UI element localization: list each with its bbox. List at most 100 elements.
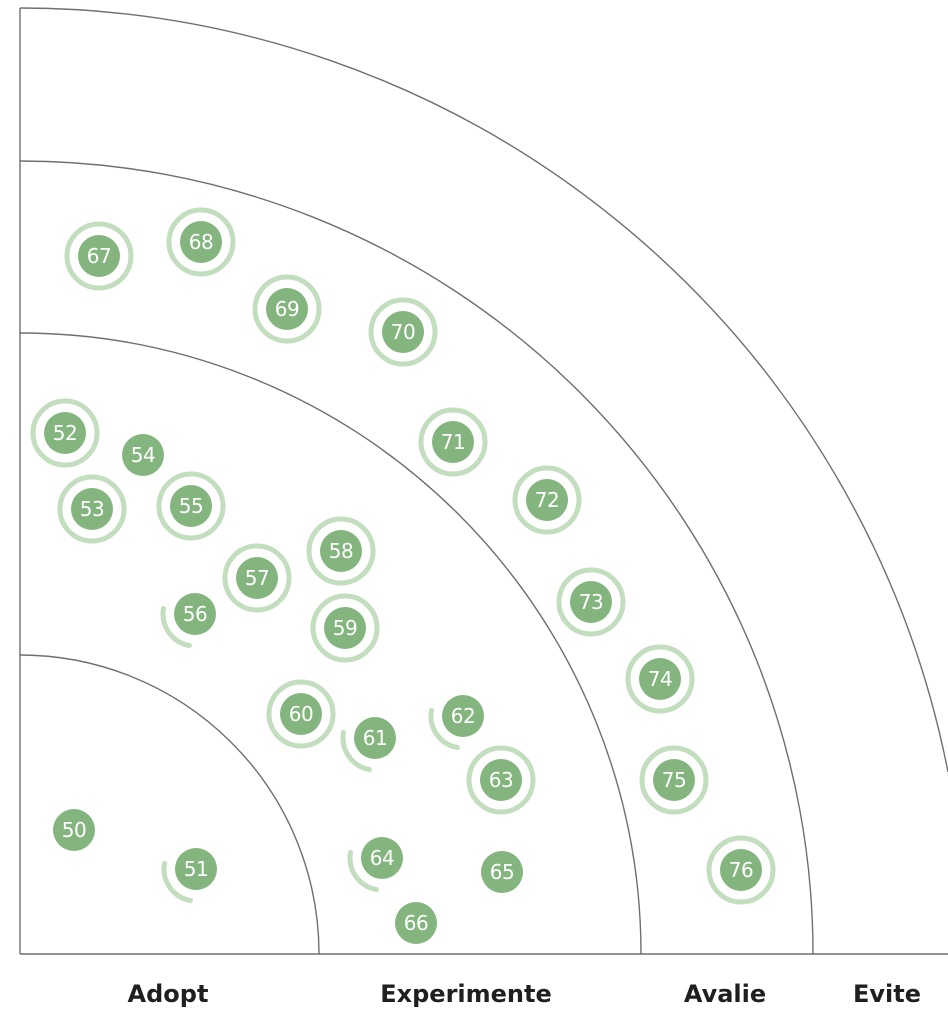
blip-dot — [442, 695, 484, 737]
blip-73[interactable]: 73 — [556, 567, 626, 637]
blip-dot — [354, 717, 396, 759]
blip-dot — [175, 848, 217, 890]
blip-halo-ring — [30, 398, 100, 468]
blip-number: 76 — [729, 858, 753, 882]
blip-number: 62 — [451, 704, 475, 728]
blip-67[interactable]: 67 — [64, 221, 134, 291]
blip-number: 63 — [489, 768, 513, 792]
blip-dot — [180, 221, 222, 263]
blip-52[interactable]: 52 — [30, 398, 100, 468]
blip-number: 65 — [490, 860, 514, 884]
blip-57[interactable]: 57 — [222, 543, 292, 613]
blip-number: 58 — [329, 539, 353, 563]
blip-halo-ring — [252, 274, 322, 344]
blip-halo-ring — [706, 835, 776, 905]
blip-number: 74 — [648, 667, 672, 691]
blips: 50 51 52 53 54 55 56 57 58 59 60 61 62 63 64 65 66 67 68 69… — [30, 207, 776, 944]
blip-halo-ring — [222, 543, 292, 613]
blip-dot — [44, 412, 86, 454]
blip-halo-ring — [466, 745, 536, 815]
blip-74[interactable]: 74 — [625, 644, 695, 714]
blip-number: 70 — [391, 320, 415, 344]
blip-halo-ring — [368, 297, 438, 367]
blip-number: 56 — [183, 602, 207, 626]
blip-63[interactable]: 63 — [466, 745, 536, 815]
blip-58[interactable]: 58 — [306, 516, 376, 586]
blip-number: 50 — [62, 818, 86, 842]
blip-dot — [78, 235, 120, 277]
blip-69[interactable]: 69 — [252, 274, 322, 344]
blip-dot — [280, 693, 322, 735]
blip-number: 54 — [131, 443, 155, 467]
ring-label-adopt: Adopt — [128, 980, 209, 1008]
blip-number: 53 — [80, 497, 104, 521]
blip-dot — [653, 759, 695, 801]
blip-53[interactable]: 53 — [57, 474, 127, 544]
blip-dot — [382, 311, 424, 353]
blip-dot — [236, 557, 278, 599]
ring-labels: Adopt Experimente Avalie Evite — [128, 980, 921, 1008]
blip-halo-ring — [166, 207, 236, 277]
blip-dot — [432, 421, 474, 463]
blip-72[interactable]: 72 — [512, 465, 582, 535]
blip-50[interactable]: 50 — [53, 809, 95, 851]
blip-halo-ring — [625, 644, 695, 714]
ring-label-avalie: Avalie — [684, 980, 766, 1008]
blip-60[interactable]: 60 — [266, 679, 336, 749]
blip-number: 72 — [535, 488, 559, 512]
blip-number: 51 — [184, 857, 208, 881]
blip-dot — [53, 809, 95, 851]
blip-62[interactable]: 62 — [428, 695, 484, 750]
blip-68[interactable]: 68 — [166, 207, 236, 277]
blip-51[interactable]: 51 — [161, 848, 217, 903]
blip-59[interactable]: 59 — [310, 593, 380, 663]
blip-moved-arc — [347, 849, 379, 892]
blip-number: 66 — [404, 911, 428, 935]
blip-dot — [324, 607, 366, 649]
blip-70[interactable]: 70 — [368, 297, 438, 367]
blip-76[interactable]: 76 — [706, 835, 776, 905]
blip-moved-arc — [161, 860, 193, 903]
blip-66[interactable]: 66 — [395, 902, 437, 944]
blip-moved-arc — [160, 605, 192, 648]
blip-65[interactable]: 65 — [481, 851, 523, 893]
blip-71[interactable]: 71 — [418, 407, 488, 477]
blip-56[interactable]: 56 — [160, 593, 216, 648]
ring-arc-experimente — [19, 332, 642, 955]
blip-54[interactable]: 54 — [122, 434, 164, 476]
blip-halo-ring — [639, 745, 709, 815]
blip-dot — [266, 288, 308, 330]
blip-55[interactable]: 55 — [156, 471, 226, 541]
blip-number: 69 — [275, 297, 299, 321]
blip-dot — [122, 434, 164, 476]
ring-label-experimente: Experimente — [380, 980, 552, 1008]
ring-arcs — [19, 7, 948, 955]
blip-64[interactable]: 64 — [347, 837, 403, 892]
blip-number: 71 — [441, 430, 465, 454]
blip-halo-ring — [512, 465, 582, 535]
blip-halo-ring — [556, 567, 626, 637]
blip-halo-ring — [306, 516, 376, 586]
blip-number: 57 — [245, 566, 269, 590]
blip-dot — [320, 530, 362, 572]
blip-dot — [720, 849, 762, 891]
blip-dot — [395, 902, 437, 944]
blip-halo-ring — [418, 407, 488, 477]
blip-dot — [361, 837, 403, 879]
blip-halo-ring — [310, 593, 380, 663]
blip-dot — [639, 658, 681, 700]
blip-61[interactable]: 61 — [340, 717, 396, 772]
blip-halo-ring — [64, 221, 134, 291]
ring-arc-avalie — [19, 160, 814, 955]
blip-number: 75 — [662, 768, 686, 792]
blip-number: 59 — [333, 616, 357, 640]
blip-75[interactable]: 75 — [639, 745, 709, 815]
blip-dot — [481, 851, 523, 893]
blip-halo-ring — [57, 474, 127, 544]
blip-dot — [71, 488, 113, 530]
blip-dot — [174, 593, 216, 635]
blip-number: 67 — [87, 244, 111, 268]
blip-halo-ring — [156, 471, 226, 541]
blip-dot — [170, 485, 212, 527]
blip-dot — [570, 581, 612, 623]
